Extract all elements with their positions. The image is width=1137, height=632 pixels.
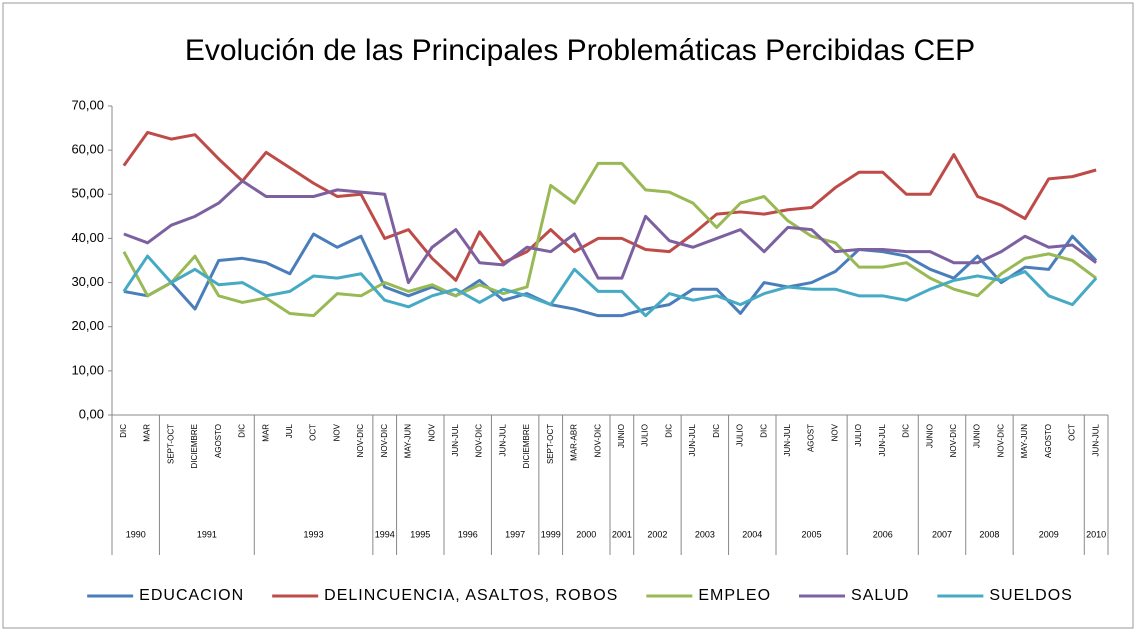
legend-label: SALUD [851,587,909,604]
series-line [123,232,1098,318]
x-tick-label: SEPT-OCT [546,424,555,464]
x-tick-label: MAR-ABR [570,424,579,461]
group-label: 2007 [932,529,952,539]
group-label: 1991 [197,529,217,539]
chart-title: Evolución de las Principales Problemátic… [185,34,975,67]
x-tick-label: JUN-JUL [878,423,887,456]
y-tick-label: 20,00 [71,318,104,333]
legend-label: SUELDOS [989,587,1072,604]
group-label: 2000 [576,529,596,539]
group-label: 2004 [742,529,762,539]
y-tick-label: 30,00 [71,274,104,289]
x-tick-label: DICIEMBRE [522,424,531,468]
group-label: 2002 [647,529,667,539]
x-tick-label: JUN-JUL [688,423,697,456]
group-label: 2003 [695,529,715,539]
y-tick-label: 40,00 [71,230,104,245]
x-tick-label: AGOST [807,424,816,452]
y-tick-label: 10,00 [71,362,104,377]
x-tick-label: MAY-JUN [404,424,413,458]
x-tick-label: DICIEMBRE [190,424,199,468]
series-line [122,161,1098,318]
group-label: 2008 [979,529,999,539]
x-tick-label: JULIO [736,424,745,447]
x-tick-label: DIC [759,424,768,438]
group-label: 1993 [304,529,324,539]
x-tick-label: DIC [902,424,911,438]
x-tick-label: NOV-DIC [380,424,389,458]
x-tick-label: JUN-JUL [1091,423,1100,456]
x-tick-label: AGOSTO [214,424,223,458]
x-tick-label: NOV-DIC [356,424,365,458]
x-tick-label: OCT [1068,424,1077,441]
legend-label: DELINCUENCIA, ASALTOS, ROBOS [324,587,618,604]
x-tick-label: SEPT-OCT [166,424,175,464]
x-tick-label: DIC [238,424,247,438]
y-tick-label: 70,00 [71,97,104,112]
group-label: 1990 [126,529,146,539]
x-tick-label: NOV [332,423,341,441]
group-label: 2010 [1086,529,1106,539]
legend-label: EDUCACION [139,587,244,604]
series-line [123,179,1098,285]
x-tick-label: MAR [143,424,152,442]
x-tick-label: DIC [119,424,128,438]
group-label: 1995 [410,529,430,539]
y-tick-label: 50,00 [71,186,104,201]
x-tick-label: DIC [664,424,673,438]
x-tick-label: NOV-DIC [475,424,484,458]
x-tick-label: JUN-JUL [498,423,507,456]
group-label: 2009 [1039,529,1059,539]
x-tick-label: NOV-DIC [996,424,1005,458]
x-tick-label: JUN-JUL [451,423,460,456]
x-tick-label: NOV [427,423,436,441]
x-tick-label: AGOSTO [1044,424,1053,458]
x-tick-label: NOV-DIC [949,424,958,458]
y-tick-label: 60,00 [71,142,104,157]
y-tick-label: 0,00 [79,406,104,421]
legend-label: EMPLEO [698,587,771,604]
series-line [122,254,1098,318]
group-label: 1999 [541,529,561,539]
x-tick-label: JULIO [641,424,650,447]
group-label: 1994 [375,529,395,539]
group-label: 2005 [802,529,822,539]
x-tick-label: JUN-JUL [783,423,792,456]
group-label: 2006 [873,529,893,539]
x-tick-label: JUNIO [617,424,626,448]
group-label: 2001 [612,529,632,539]
series-line [122,130,1097,282]
group-label: 1996 [458,529,478,539]
x-tick-label: OCT [309,424,318,441]
x-tick-label: JUNIO [973,424,982,448]
x-tick-label: JULIO [854,424,863,447]
x-tick-label: JUL [285,423,294,438]
x-tick-label: MAY-JUN [1020,424,1029,458]
x-tick-label: JUNIO [925,424,934,448]
x-tick-label: NOV-DIC [593,424,602,458]
x-tick-label: NOV [830,423,839,441]
x-tick-label: DIC [712,424,721,438]
x-tick-label: MAR [261,424,270,442]
group-label: 1997 [505,529,525,539]
